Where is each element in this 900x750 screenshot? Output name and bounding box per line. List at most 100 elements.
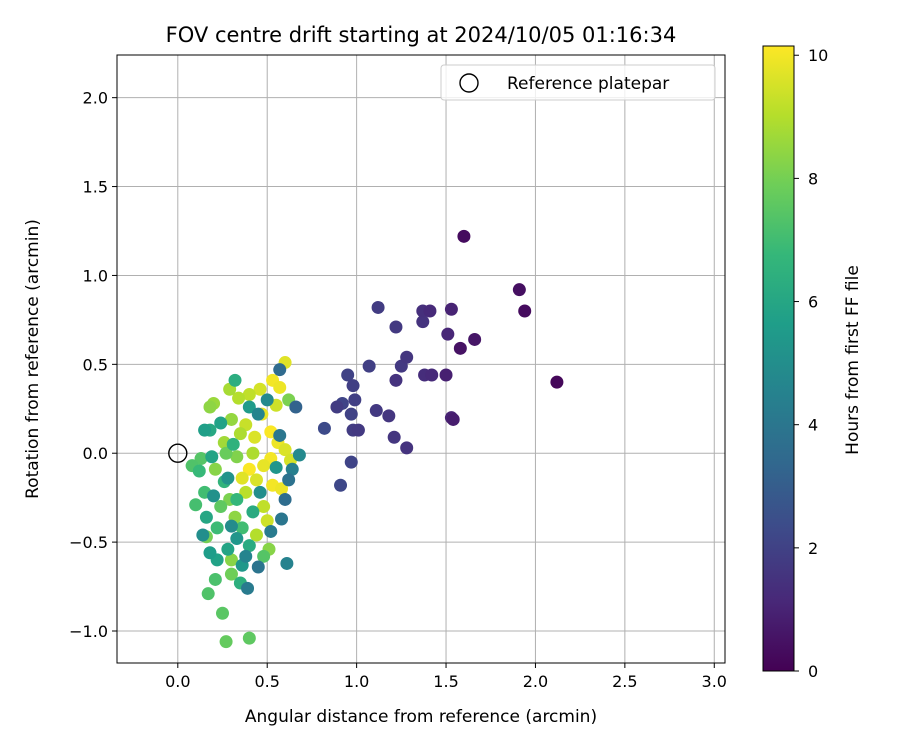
- data-point: [249, 528, 263, 542]
- y-tick-label: 1.0: [83, 266, 108, 285]
- legend: Reference platepar: [440, 64, 716, 101]
- data-point: [224, 553, 238, 567]
- data-point: [226, 437, 240, 451]
- data-point: [468, 332, 482, 346]
- data-point: [387, 430, 401, 444]
- legend-label: Reference platepar: [507, 74, 669, 94]
- data-point: [441, 327, 455, 341]
- data-point: [242, 539, 256, 553]
- data-point: [242, 462, 256, 476]
- data-point: [224, 519, 238, 533]
- data-point: [264, 524, 278, 538]
- data-point: [233, 427, 247, 441]
- plot-frame: [116, 54, 726, 664]
- data-point: [260, 393, 274, 407]
- data-point: [289, 400, 303, 414]
- data-point: [216, 606, 230, 620]
- data-point: [192, 464, 206, 478]
- data-point: [344, 407, 358, 421]
- data-point: [221, 542, 235, 556]
- x-axis-ticks: 0.0 0.5 1.0 1.5 2.0 2.5 3.0: [165, 663, 727, 691]
- data-point: [194, 452, 208, 466]
- data-point: [257, 459, 271, 473]
- data-point: [334, 478, 348, 492]
- data-point: [224, 412, 238, 426]
- reference-point-marker: [168, 443, 188, 463]
- colorbar-label: Hours from first FF file: [843, 265, 863, 455]
- data-point: [221, 471, 235, 485]
- data-point: [241, 581, 255, 595]
- data-point: [201, 587, 215, 601]
- data-point: [400, 441, 414, 455]
- data-point: [203, 400, 217, 414]
- data-point: [235, 471, 249, 485]
- data-point: [446, 412, 460, 426]
- data-point: [425, 368, 439, 382]
- data-point: [423, 304, 437, 318]
- x-tick-label: 0.0: [165, 672, 190, 691]
- data-point: [285, 462, 299, 476]
- colorbar: 0 2 4 6 8 10 Hours from first FF file: [762, 45, 863, 681]
- data-point: [278, 443, 292, 457]
- data-point: [269, 460, 283, 474]
- data-point: [239, 485, 253, 499]
- data-point: [246, 505, 260, 519]
- data-point: [389, 320, 403, 334]
- data-point: [251, 560, 265, 574]
- data-point: [198, 423, 212, 437]
- y-tick-label: −1.0: [69, 622, 108, 641]
- y-tick-label: 0.0: [83, 444, 108, 463]
- data-point: [346, 379, 360, 393]
- data-point: [382, 409, 396, 423]
- data-point: [257, 500, 271, 514]
- data-point: [214, 416, 228, 430]
- colorbar-tick-label: 2: [808, 539, 818, 558]
- data-point: [444, 302, 458, 316]
- data-point: [242, 631, 256, 645]
- data-point: [230, 450, 244, 464]
- x-tick-label: 1.5: [433, 672, 458, 691]
- data-point: [230, 492, 244, 506]
- data-point: [341, 368, 355, 382]
- data-point: [351, 423, 365, 437]
- data-point: [282, 473, 296, 487]
- colorbar-gradient: [763, 46, 794, 671]
- data-point: [330, 400, 344, 414]
- data-point: [246, 446, 260, 460]
- data-point: [230, 532, 244, 546]
- data-point: [203, 546, 217, 560]
- chart-title: FOV centre drift starting at 2024/10/05 …: [166, 23, 677, 47]
- data-point: [242, 400, 256, 414]
- data-point: [457, 229, 471, 243]
- data-point: [416, 315, 430, 329]
- data-point: [253, 382, 267, 396]
- data-point: [512, 283, 526, 297]
- x-tick-label: 2.5: [612, 672, 637, 691]
- y-tick-label: 0.5: [83, 355, 108, 374]
- data-point: [439, 368, 453, 382]
- data-point: [371, 300, 385, 314]
- data-point: [273, 428, 287, 442]
- data-point: [348, 393, 362, 407]
- data-point: [317, 421, 331, 435]
- colorbar-tick-label: 4: [808, 416, 818, 435]
- data-point: [232, 391, 246, 405]
- colorbar-tick-label: 8: [808, 169, 818, 188]
- legend-box: [440, 64, 716, 101]
- x-tick-label: 3.0: [702, 672, 727, 691]
- data-point: [207, 489, 221, 503]
- y-tick-label: −0.5: [69, 533, 108, 552]
- x-tick-label: 2.0: [523, 672, 548, 691]
- data-point: [278, 492, 292, 506]
- data-point: [369, 404, 383, 418]
- colorbar-frame: [762, 45, 795, 672]
- colorbar-tick-label: 10: [808, 46, 828, 65]
- data-point: [208, 462, 222, 476]
- data-point: [400, 350, 414, 364]
- x-axis-label: Angular distance from reference (arcmin): [245, 707, 597, 727]
- colorbar-ticks: 0 2 4 6 8 10: [794, 46, 828, 681]
- data-point: [219, 635, 233, 649]
- data-point: [275, 482, 289, 496]
- data-point: [249, 473, 263, 487]
